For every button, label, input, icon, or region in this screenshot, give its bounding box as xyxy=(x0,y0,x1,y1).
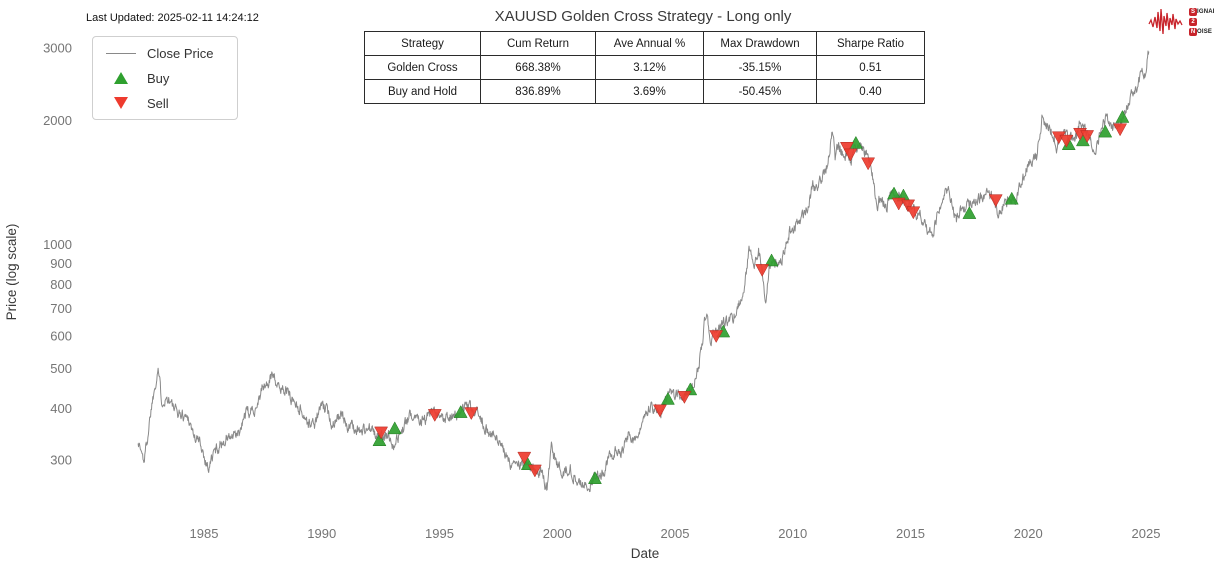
sell-marker xyxy=(906,206,921,220)
logo-row-signal: S IGNAL xyxy=(1189,8,1214,16)
y-axis-label: Price (log scale) xyxy=(4,224,19,321)
sell-marker xyxy=(843,148,858,162)
table-header-row-cell: Sharpe Ratio xyxy=(816,31,925,56)
x-tick-label: 2005 xyxy=(661,526,690,541)
x-tick-label: 2015 xyxy=(896,526,925,541)
line-swatch xyxy=(103,52,139,54)
sell-marker xyxy=(891,197,906,211)
table-row: Golden Cross 668.38% 3.12% -35.15% 0.51 xyxy=(364,55,925,80)
y-tick-label: 1000 xyxy=(43,237,72,252)
sell-triangle-icon xyxy=(103,97,139,109)
legend-item-close-price: Close Price xyxy=(103,44,229,62)
legend-label: Sell xyxy=(147,95,169,111)
x-tick-label: 1995 xyxy=(425,526,454,541)
last-updated-text: Last Updated: 2025-02-11 14:24:12 xyxy=(86,12,259,24)
x-tick-label: 2020 xyxy=(1014,526,1043,541)
buy-marker xyxy=(453,405,468,418)
table-row-cell: -50.45% xyxy=(703,79,817,104)
sell-marker xyxy=(464,407,479,421)
y-tick-label: 300 xyxy=(50,453,72,468)
buy-marker xyxy=(1004,191,1019,205)
sell-marker xyxy=(709,330,724,344)
sell-marker xyxy=(1059,134,1074,148)
sell-marker xyxy=(901,199,916,213)
sell-marker xyxy=(427,409,442,422)
buy-triangle-icon xyxy=(103,72,139,84)
x-axis-label: Date xyxy=(631,546,660,561)
y-tick-label: 3000 xyxy=(43,41,72,56)
y-tick-label: 2000 xyxy=(43,113,72,128)
table-header-row-cell: Strategy xyxy=(364,31,481,56)
sell-marker xyxy=(839,141,854,155)
legend-label: Close Price xyxy=(147,45,214,61)
sell-marker xyxy=(517,451,532,465)
buy-marker xyxy=(372,433,387,447)
table-row: Buy and Hold 836.89% 3.69% -50.45% 0.40 xyxy=(364,79,925,104)
x-tick-label: 2025 xyxy=(1132,526,1161,541)
y-tick-label: 900 xyxy=(50,256,72,271)
table-row-cell: 668.38% xyxy=(480,55,596,80)
table-row-cell: -35.15% xyxy=(703,55,817,80)
x-tick-label: 1990 xyxy=(307,526,336,541)
logo-row-2: 2 xyxy=(1189,18,1214,27)
strategy-stats-table: Strategy Cum Return Ave Annual % Max Drawdo… xyxy=(364,31,925,104)
sell-marker xyxy=(653,404,667,418)
x-tick-label: 1985 xyxy=(190,526,219,541)
table-header-row: Strategy Cum Return Ave Annual % Max Drawdo… xyxy=(364,31,925,56)
sell-marker xyxy=(1113,123,1128,137)
buy-marker xyxy=(588,471,602,484)
table-row-cell: 836.89% xyxy=(480,79,596,104)
buy-marker xyxy=(764,253,779,267)
x-tick-label: 2010 xyxy=(778,526,807,541)
logo-badge-n: N xyxy=(1189,28,1197,36)
sell-marker xyxy=(1080,130,1095,143)
sell-marker xyxy=(755,264,770,277)
x-tick-label: 2000 xyxy=(543,526,572,541)
y-tick-label: 500 xyxy=(50,361,72,376)
table-row-cell: 3.12% xyxy=(595,55,704,80)
sell-marker xyxy=(677,391,692,404)
table-row-cell: 3.69% xyxy=(595,79,704,104)
logo-row-noise: N OISE xyxy=(1189,28,1213,36)
table-row-cell: 0.51 xyxy=(816,55,925,80)
table-header-row-cell: Ave Annual % xyxy=(595,31,704,56)
table-header-row-cell: Max Drawdown xyxy=(703,31,817,56)
table-row-cell: 0.40 xyxy=(816,79,925,104)
y-tick-label: 400 xyxy=(50,401,72,416)
buy-marker xyxy=(1115,109,1130,123)
close-price-line xyxy=(137,50,1150,493)
buy-marker xyxy=(1098,124,1113,138)
legend: Close Price Buy Sell xyxy=(92,36,238,120)
signal2noise-logo: S IGNAL 2 N OISE xyxy=(1148,4,1214,40)
table-row-cell: Golden Cross xyxy=(364,55,481,80)
sell-marker xyxy=(527,464,542,478)
logo-badge-s: S xyxy=(1189,8,1197,16)
y-tick-label: 700 xyxy=(50,301,72,316)
legend-label: Buy xyxy=(147,70,170,86)
sell-marker xyxy=(988,194,1003,208)
buy-marker xyxy=(661,391,675,405)
table-row-cell: Buy and Hold xyxy=(364,79,481,104)
logo-text: S IGNAL 2 N OISE xyxy=(1189,8,1214,37)
buy-marker xyxy=(387,421,402,435)
table-header-row-cell: Cum Return xyxy=(480,31,596,56)
y-tick-label: 600 xyxy=(50,328,72,343)
y-tick-label: 800 xyxy=(50,277,72,292)
buy-marker xyxy=(962,206,977,219)
legend-item-buy: Buy xyxy=(103,69,229,87)
chart-title: XAUUSD Golden Cross Strategy - Long only xyxy=(494,8,792,25)
logo-badge-2: 2 xyxy=(1189,18,1197,26)
signal-waveform-icon xyxy=(1148,8,1183,35)
sell-marker xyxy=(861,157,876,171)
legend-item-sell: Sell xyxy=(103,94,229,112)
sell-marker xyxy=(374,426,389,440)
